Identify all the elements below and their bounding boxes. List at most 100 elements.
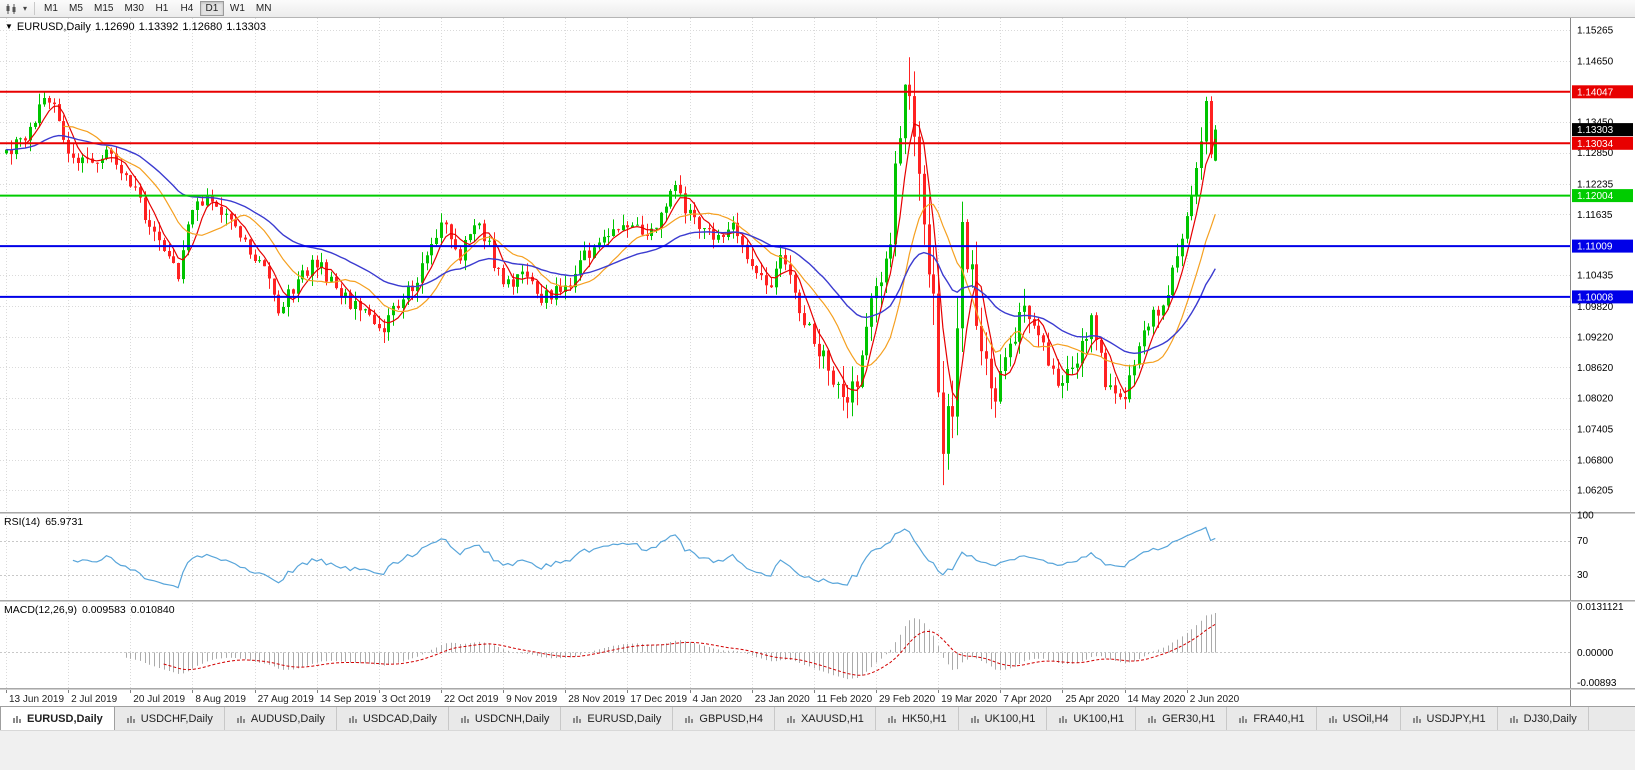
macd-label: MACD(12,26,9) 0.009583 0.010840 bbox=[4, 604, 180, 616]
chart-tab-icon bbox=[970, 714, 980, 724]
timeframe-button-m30[interactable]: M30 bbox=[119, 1, 148, 16]
timeframe-button-h1[interactable]: H1 bbox=[150, 1, 174, 16]
svg-text:14 Sep 2019: 14 Sep 2019 bbox=[320, 694, 377, 705]
chart-tab-eurusd-daily-5[interactable]: EURUSD,Daily bbox=[561, 707, 674, 730]
chart-tab-label: EURUSD,Daily bbox=[587, 712, 662, 725]
chart-tab-audusd-daily-2[interactable]: AUDUSD,Daily bbox=[225, 707, 337, 730]
svg-text:2 Jun 2020: 2 Jun 2020 bbox=[1190, 694, 1240, 705]
svg-text:1.09820: 1.09820 bbox=[1577, 302, 1614, 313]
svg-text:0.00000: 0.00000 bbox=[1577, 648, 1614, 659]
ohlc-high: 1.13392 bbox=[138, 21, 179, 33]
svg-text:2 Jul 2019: 2 Jul 2019 bbox=[71, 694, 118, 705]
chart-title: ▼ EURUSD,Daily 1.12690 1.13392 1.12680 1.1330… bbox=[5, 21, 270, 33]
collapse-triangle-icon[interactable]: ▼ bbox=[5, 22, 13, 31]
price-badge-1.12004: 1.12004 bbox=[1572, 189, 1633, 203]
price-badge-1.13034: 1.13034 bbox=[1572, 136, 1633, 150]
candlestick-chart-icon-glyph bbox=[6, 3, 15, 14]
svg-text:1.13034: 1.13034 bbox=[1577, 139, 1614, 150]
svg-text:1.10008: 1.10008 bbox=[1577, 292, 1614, 303]
svg-text:1.12004: 1.12004 bbox=[1577, 191, 1614, 202]
svg-text:19 Mar 2020: 19 Mar 2020 bbox=[941, 694, 998, 705]
price-badge-1.14047: 1.14047 bbox=[1572, 85, 1633, 99]
chart-tab-usdcad-daily-3[interactable]: USDCAD,Daily bbox=[337, 707, 449, 730]
chart-tab-icon bbox=[1412, 714, 1422, 724]
svg-text:1.08020: 1.08020 bbox=[1577, 393, 1614, 404]
timeframe-button-mn[interactable]: MN bbox=[251, 1, 277, 16]
price-badge-1.10008: 1.10008 bbox=[1572, 290, 1633, 304]
chart-tab-icon bbox=[348, 714, 358, 724]
chart-tab-label: EURUSD,Daily bbox=[27, 712, 103, 725]
chart-background bbox=[0, 18, 1635, 706]
chart-canvas[interactable]: 1.152651.146501.134501.128501.122351.116… bbox=[0, 18, 1635, 706]
chart-tab-gbpusd-h4-6[interactable]: GBPUSD,H4 bbox=[673, 707, 775, 730]
timeframe-button-w1[interactable]: W1 bbox=[225, 1, 250, 16]
svg-text:22 Oct 2019: 22 Oct 2019 bbox=[444, 694, 499, 705]
rsi-indicator-name: RSI(14) bbox=[4, 516, 41, 528]
chevron-down-icon[interactable]: ▾ bbox=[22, 4, 27, 13]
chart-tab-xauusd-h1-7[interactable]: XAUUSD,H1 bbox=[775, 707, 876, 730]
ma-medium-line bbox=[63, 125, 1216, 368]
toolbar: ▾ M1 M5 M15 M30 H1 H4 D1 W1 MN bbox=[0, 0, 1635, 18]
svg-text:4 Jan 2020: 4 Jan 2020 bbox=[693, 694, 743, 705]
svg-text:1.08620: 1.08620 bbox=[1577, 363, 1614, 374]
chart-tab-icon bbox=[887, 714, 897, 724]
toolbar-separator bbox=[34, 2, 35, 15]
timeframe-button-m15[interactable]: M15 bbox=[89, 1, 118, 16]
price-badge-1.11009: 1.11009 bbox=[1572, 239, 1633, 253]
window-background bbox=[0, 730, 1635, 770]
chart-tab-uk100-h1-10[interactable]: UK100,H1 bbox=[1047, 707, 1137, 730]
timeframe-buttons: M1 M5 M15 M30 H1 H4 D1 W1 MN bbox=[39, 1, 276, 16]
chart-tab-usoil-h4-13[interactable]: USOil,H4 bbox=[1317, 707, 1401, 730]
chart-tab-eurusd-daily-0[interactable]: EURUSD,Daily bbox=[0, 707, 115, 730]
chart-tab-label: USDJPY,H1 bbox=[1426, 712, 1486, 725]
chart-tab-label: USDCAD,Daily bbox=[362, 712, 437, 725]
ohlc-close: 1.13303 bbox=[226, 21, 266, 33]
svg-text:30: 30 bbox=[1577, 570, 1589, 581]
chart-tab-dj30-daily-15[interactable]: DJ30,Daily bbox=[1498, 707, 1589, 730]
chart-tab-usdjpy-h1-14[interactable]: USDJPY,H1 bbox=[1401, 707, 1498, 730]
chart-tab-icon bbox=[1147, 714, 1157, 724]
timeframe-button-d1[interactable]: D1 bbox=[199, 1, 224, 16]
svg-text:1.09220: 1.09220 bbox=[1577, 332, 1614, 343]
svg-text:9 Nov 2019: 9 Nov 2019 bbox=[506, 694, 558, 705]
chart-tab-ger30-h1-11[interactable]: GER30,H1 bbox=[1136, 707, 1228, 730]
svg-text:7 Apr 2020: 7 Apr 2020 bbox=[1003, 694, 1052, 705]
chart-tab-fra40-h1-12[interactable]: FRA40,H1 bbox=[1227, 707, 1317, 730]
chart-tab-label: GBPUSD,H4 bbox=[699, 712, 763, 725]
ma-slow-line bbox=[5, 134, 1216, 355]
timeframe-button-m1[interactable]: M1 bbox=[39, 1, 63, 16]
chart-tab-icon bbox=[126, 714, 136, 724]
svg-text:20 Jul 2019: 20 Jul 2019 bbox=[133, 694, 185, 705]
chart-tab-hk50-h1-8[interactable]: HK50,H1 bbox=[876, 707, 959, 730]
svg-text:1.10435: 1.10435 bbox=[1577, 271, 1614, 282]
svg-text:1.06800: 1.06800 bbox=[1577, 455, 1614, 466]
rsi-indicator-value: 65.9731 bbox=[45, 516, 84, 528]
timeframe-button-h4[interactable]: H4 bbox=[175, 1, 199, 16]
svg-text:1.11009: 1.11009 bbox=[1577, 242, 1613, 253]
timeframe-button-m5[interactable]: M5 bbox=[64, 1, 88, 16]
svg-text:1.12235: 1.12235 bbox=[1577, 179, 1614, 190]
chart-tab-usdchf-daily-1[interactable]: USDCHF,Daily bbox=[115, 707, 225, 730]
macd-signal-line bbox=[163, 623, 1216, 676]
ohlc-low: 1.12680 bbox=[182, 21, 223, 33]
svg-text:8 Aug 2019: 8 Aug 2019 bbox=[195, 694, 246, 705]
chart-tab-icon bbox=[1509, 714, 1519, 724]
chart-tab-icon bbox=[1328, 714, 1338, 724]
chart-tab-uk100-h1-9[interactable]: UK100,H1 bbox=[959, 707, 1048, 730]
chart-tab-label: USDCNH,Daily bbox=[474, 712, 550, 725]
chart-tab-label: UK100,H1 bbox=[984, 712, 1036, 725]
candlestick-chart-icon[interactable] bbox=[2, 1, 20, 16]
svg-text:3 Oct 2019: 3 Oct 2019 bbox=[382, 694, 431, 705]
price-badge-1.13303: 1.13303 bbox=[1572, 123, 1633, 137]
svg-text:23 Jan 2020: 23 Jan 2020 bbox=[755, 694, 810, 705]
svg-text:-0.00893: -0.00893 bbox=[1577, 678, 1617, 689]
svg-text:28 Nov 2019: 28 Nov 2019 bbox=[568, 694, 625, 705]
macd-main-value: 0.009583 bbox=[81, 604, 126, 616]
svg-text:13 Jun 2019: 13 Jun 2019 bbox=[9, 694, 64, 705]
svg-text:1.14650: 1.14650 bbox=[1577, 57, 1614, 68]
chart-tab-usdcnh-daily-4[interactable]: USDCNH,Daily bbox=[449, 707, 562, 730]
chart-window: 1.152651.146501.134501.128501.122351.116… bbox=[0, 18, 1635, 706]
chart-tab-label: UK100,H1 bbox=[1073, 712, 1125, 725]
rsi-line bbox=[72, 526, 1216, 589]
grid bbox=[0, 18, 1570, 688]
